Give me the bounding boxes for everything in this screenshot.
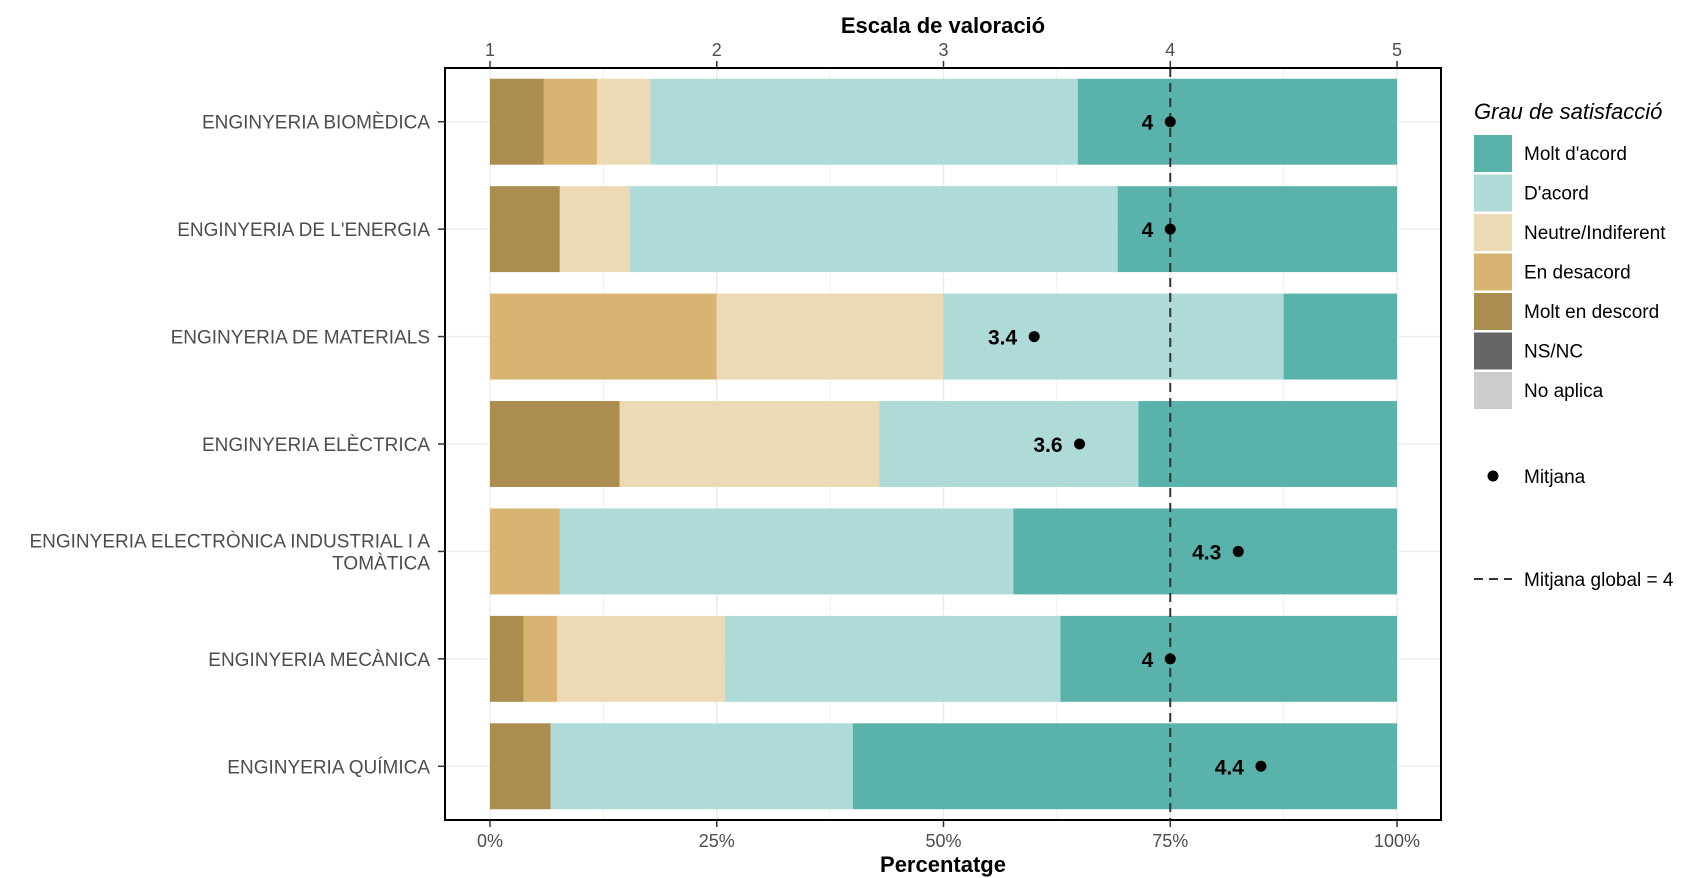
mean-label: 3.6 (1033, 434, 1062, 457)
bottom-axis-title: Percentatge (880, 852, 1006, 877)
category-label-line: ENGINYERIA ELECTRÒNICA INDUSTRIAL I A (29, 530, 430, 552)
bar-segment (559, 186, 630, 273)
category-label: ENGINYERIA BIOMÈDICA (202, 113, 430, 134)
legend-label: En desacord (1524, 263, 1631, 284)
x-tick-label: 50% (925, 831, 961, 851)
x-tick-label: 25% (699, 831, 735, 851)
bar-segment (597, 78, 651, 165)
bar-segment (619, 401, 880, 487)
legend-mean-label: Mitjana (1524, 467, 1586, 488)
bar-segment (650, 78, 1078, 165)
bar-segment (490, 723, 551, 810)
legend-swatch (1474, 332, 1512, 370)
mean-point (1164, 223, 1176, 235)
bar-segment (559, 508, 1014, 595)
x2-tick-label: 1 (485, 40, 495, 60)
category-label: ENGINYERIA QUÍMICA (227, 757, 430, 778)
mean-point (1028, 331, 1040, 343)
legend-label: Molt en descord (1524, 302, 1659, 323)
bar-segment (1060, 615, 1397, 702)
x2-tick-label: 2 (712, 40, 722, 60)
bar-segment (490, 615, 524, 702)
bar-segment (852, 723, 1397, 810)
bar-segment (1138, 401, 1397, 487)
mean-point (1164, 653, 1176, 665)
bar-segment (716, 293, 944, 380)
bar-segment (557, 615, 725, 702)
x2-tick-label: 3 (938, 40, 948, 60)
legend-mean-point (1487, 470, 1499, 482)
bar-segment (1077, 78, 1397, 165)
bar-segment (1283, 293, 1397, 380)
bar-segment (490, 186, 560, 273)
mean-point (1232, 545, 1244, 557)
mean-label: 3.4 (988, 327, 1018, 350)
x-tick-label: 75% (1152, 831, 1188, 851)
category-label: ENGINYERIA DE MATERIALS (171, 328, 430, 349)
x2-tick-label: 5 (1392, 40, 1402, 60)
bar-segment (1117, 186, 1397, 273)
x-tick-label: 0% (477, 831, 503, 851)
legend-swatch (1474, 253, 1512, 291)
bar-segment (490, 293, 717, 380)
x2-tick-label: 4 (1165, 40, 1175, 60)
x-tick-label: 100% (1374, 831, 1420, 851)
category-label: ENGINYERIA MECÀNICA (208, 650, 430, 671)
mean-point (1074, 438, 1086, 450)
bar-segment (879, 401, 1139, 487)
category-label-line: TOMÀTICA (332, 553, 430, 574)
category-label: ENGINYERIA DE L'ENERGIA (177, 220, 430, 241)
legend-swatch (1474, 135, 1512, 172)
bar-segment (943, 293, 1284, 380)
bar-segment (523, 615, 558, 702)
mean-label: 4 (1142, 219, 1154, 242)
legend-swatch (1474, 174, 1512, 212)
bar-segment (490, 401, 620, 487)
legend-title: Grau de satisfacció (1474, 99, 1662, 124)
bar-segment (543, 78, 598, 165)
legend-swatch (1474, 214, 1512, 251)
bar-segment (629, 186, 1118, 273)
bar-segment (724, 615, 1061, 702)
category-label: ENGINYERIA ELÈCTRICA (202, 435, 430, 456)
legend-label: NS/NC (1524, 342, 1583, 363)
legend-label: D'acord (1524, 184, 1589, 205)
bar-segment (490, 508, 560, 595)
mean-point (1164, 116, 1176, 128)
mean-point (1255, 760, 1267, 772)
legend-swatch (1474, 372, 1512, 409)
mean-label: 4.4 (1215, 756, 1245, 779)
bar-segment (550, 723, 853, 810)
legend-label: Neutre/Indiferent (1524, 223, 1666, 244)
bar-segment (490, 78, 544, 165)
top-axis-title: Escala de valoració (841, 13, 1045, 38)
bar-segment (1013, 508, 1397, 595)
mean-label: 4.3 (1192, 541, 1221, 564)
category-label: ENGINYERIA ELECTRÒNICA INDUSTRIAL I A TOM… (29, 530, 430, 574)
legend-label: No aplica (1524, 381, 1604, 402)
legend-label: Molt d'acord (1524, 144, 1627, 165)
legend-swatch (1474, 293, 1512, 330)
mean-label: 4 (1142, 112, 1154, 135)
mean-label: 4 (1142, 649, 1154, 672)
legend-global-mean-label: Mitjana global = 4 (1524, 570, 1674, 591)
